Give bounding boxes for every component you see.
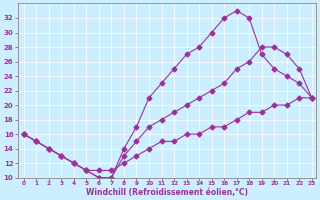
X-axis label: Windchill (Refroidissement éolien,°C): Windchill (Refroidissement éolien,°C) [85, 188, 248, 197]
